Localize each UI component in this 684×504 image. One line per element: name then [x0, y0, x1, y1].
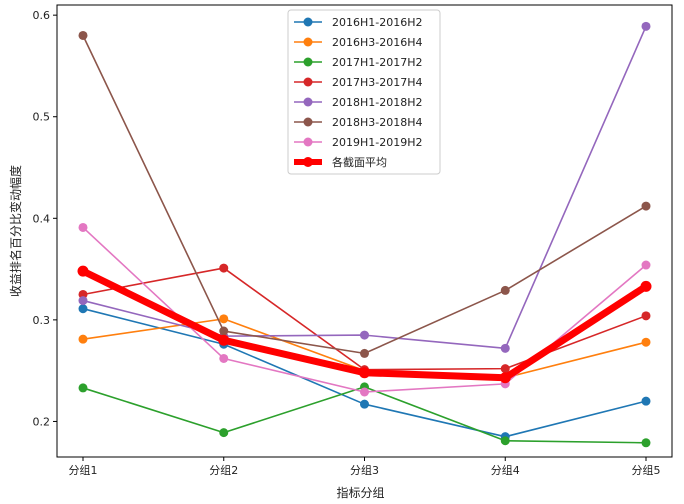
series-layer: [77, 21, 652, 448]
data-point: [78, 334, 88, 344]
legend-swatch-marker: [303, 97, 313, 107]
y-tick-label: 0.5: [33, 111, 51, 124]
x-tick-label: 分组3: [350, 463, 379, 477]
legend-item: 2017H1-2017H2: [294, 56, 423, 69]
data-point: [360, 348, 369, 358]
legend-item: 2018H1-2018H2: [294, 96, 423, 109]
legend-label: 2018H1-2018H2: [332, 96, 423, 109]
legend-label: 各截面平均: [332, 155, 387, 169]
legend-label: 2016H1-2016H2: [332, 16, 423, 29]
legend: 2016H1-2016H2 2016H3-2016H4 2017H1-2017H2 2…: [287, 9, 441, 175]
legend-swatch-marker: [303, 77, 313, 87]
data-point: [500, 285, 510, 295]
legend-item: 2018H3-2018H4: [294, 116, 423, 129]
data-point: [78, 30, 88, 40]
x-tick-label: 分组2: [209, 463, 238, 477]
data-point: [641, 201, 651, 211]
data-point: [219, 326, 229, 336]
x-tick-label: 分组4: [491, 463, 520, 477]
data-point: [641, 337, 651, 347]
legend-label: 2018H3-2018H4: [332, 116, 423, 129]
data-point: [219, 263, 229, 273]
legend-item: 2016H3-2016H4: [294, 36, 423, 49]
y-tick-label: 0.2: [33, 415, 51, 428]
x-tick-label: 分组1: [69, 463, 98, 477]
data-point: [641, 260, 651, 270]
data-point: [78, 296, 88, 306]
series-2018H1-2018H2: [78, 21, 651, 353]
data-point: [360, 330, 369, 340]
series-2017H1-2017H2: [78, 382, 651, 448]
legend-label: 2017H3-2017H4: [332, 76, 423, 89]
legend-swatch-marker: [303, 57, 313, 67]
data-point: [219, 314, 229, 324]
data-point: [78, 222, 88, 232]
data-point: [500, 343, 510, 353]
legend-box: [287, 9, 441, 175]
data-point: [78, 304, 88, 314]
legend-label: 2017H1-2017H2: [332, 56, 423, 69]
y-tick-label: 0.3: [33, 314, 51, 327]
data-point: [641, 311, 651, 321]
data-point: [360, 387, 369, 397]
data-point: [218, 334, 230, 346]
data-point: [499, 372, 511, 384]
x-axis-title: 指标分组: [336, 485, 384, 500]
data-point: [219, 353, 229, 363]
data-point: [641, 21, 651, 31]
data-point: [640, 280, 652, 292]
legend-item: 2017H3-2017H4: [294, 76, 423, 89]
legend-swatch-marker: [303, 17, 313, 27]
data-point: [78, 383, 88, 393]
legend-item: 2016H1-2016H2: [294, 16, 423, 29]
data-point: [641, 438, 651, 448]
series-2018H3-2018H4: [78, 30, 651, 358]
y-axis-title: 收益排名百分比变动幅度: [8, 165, 23, 297]
series-line: [79, 267, 650, 382]
legend-swatch-marker: [303, 117, 313, 127]
y-axis: 0.2 0.3 0.4 0.5 0.6: [33, 9, 57, 428]
legend-swatch-marker: [303, 37, 313, 47]
legend-item: 2019H1-2019H2: [294, 136, 423, 149]
data-point: [641, 396, 651, 406]
y-tick-label: 0.6: [33, 9, 51, 22]
legend-label: 2019H1-2019H2: [332, 136, 423, 149]
x-tick-label: 分组5: [632, 463, 661, 477]
data-point: [500, 364, 510, 374]
data-point: [360, 399, 369, 409]
legend-swatch-marker: [303, 137, 313, 147]
data-point: [359, 367, 370, 379]
x-axis: 分组1 分组2 分组3 分组4 分组5: [69, 457, 661, 477]
legend-label: 2016H3-2016H4: [332, 36, 423, 49]
data-point: [500, 436, 510, 446]
y-tick-label: 0.4: [33, 212, 51, 225]
data-point: [219, 428, 229, 438]
series-average: [77, 265, 652, 384]
legend-item: 各截面平均: [294, 155, 387, 169]
data-point: [77, 265, 89, 277]
legend-swatch-marker: [303, 157, 313, 167]
